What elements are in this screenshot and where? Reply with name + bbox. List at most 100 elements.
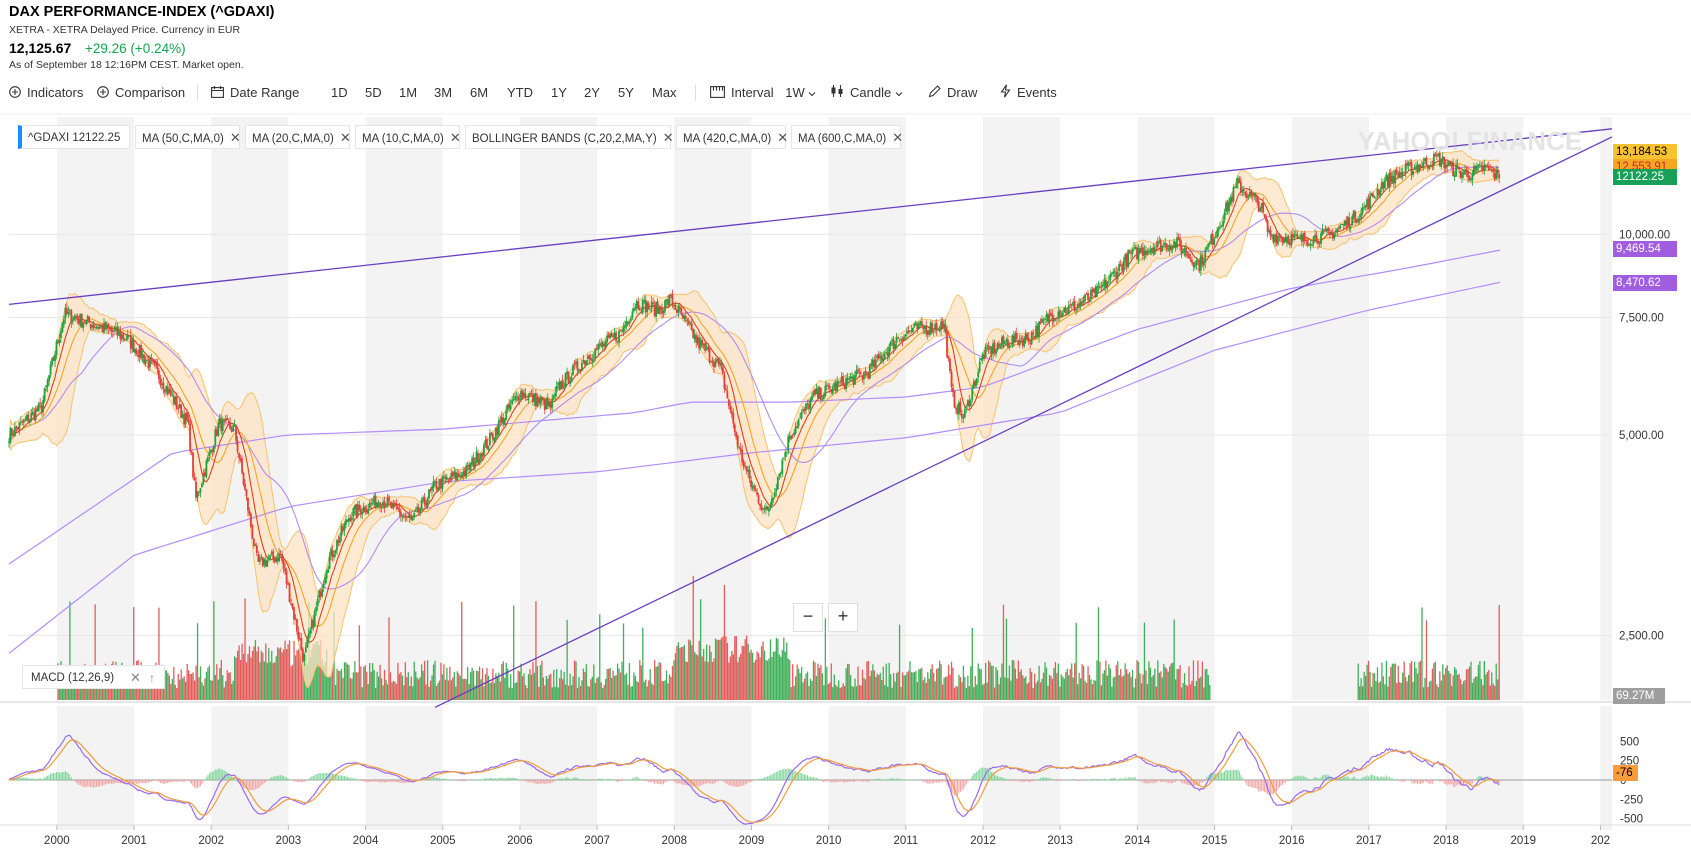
- volume-bar: [677, 642, 680, 700]
- candle-body: [1253, 195, 1256, 197]
- macd-histogram-bar: [1250, 780, 1252, 788]
- volume-bar: [1409, 663, 1411, 700]
- candle-body: [837, 382, 840, 383]
- volume-bar: [250, 657, 252, 700]
- macd-histogram-bar: [1181, 780, 1183, 783]
- macd-histogram-bar: [38, 778, 40, 781]
- close-icon[interactable]: ✕: [229, 130, 241, 145]
- candle-body: [65, 308, 68, 314]
- candle-body: [17, 427, 19, 430]
- candle-body: [766, 506, 769, 511]
- range-3m[interactable]: 3M: [434, 85, 453, 100]
- macd-histogram-bar: [597, 778, 599, 781]
- candle-body: [705, 347, 708, 350]
- chip-ma-600[interactable]: MA (600,C,MA,0) ✕: [791, 125, 904, 149]
- candle-body: [1136, 247, 1138, 259]
- year-band: [1600, 706, 1612, 830]
- comparison-button[interactable]: Comparison: [97, 82, 185, 104]
- volume-bar: [1011, 660, 1014, 700]
- macd-histogram-bar: [973, 773, 975, 781]
- candle-body: [604, 341, 607, 348]
- chip-ma-420[interactable]: MA (420,C,MA,0) ✕: [676, 125, 789, 149]
- volume-bar: [452, 677, 454, 700]
- volume-bar: [165, 670, 168, 700]
- chip-ma-20[interactable]: MA (20,C,MA,0) ✕: [245, 125, 351, 149]
- range-5d[interactable]: 5D: [365, 85, 382, 100]
- volume-bar: [1148, 661, 1150, 700]
- chip-ma-10[interactable]: MA (10,C,MA,0) ✕: [355, 125, 461, 149]
- volume-bar: [92, 678, 95, 700]
- candle-body: [929, 322, 932, 335]
- candle-body: [987, 345, 990, 350]
- volume-bar: [1497, 679, 1499, 700]
- range-max[interactable]: Max: [652, 85, 677, 100]
- macd-histogram-bar: [688, 780, 690, 786]
- range-ytd[interactable]: YTD: [507, 85, 533, 100]
- macd-histogram-bar: [1008, 780, 1010, 781]
- candle-body: [180, 404, 183, 418]
- candle-body: [546, 397, 549, 406]
- volume-bar: [400, 672, 402, 700]
- close-icon[interactable]: ✕: [130, 670, 141, 685]
- zoom-in-button[interactable]: +: [828, 603, 858, 632]
- candle-body: [515, 395, 518, 397]
- macd-histogram-bar: [897, 778, 899, 781]
- close-icon[interactable]: ✕: [777, 130, 789, 145]
- range-5y[interactable]: 5Y: [618, 85, 634, 100]
- chip-ma-50[interactable]: MA (50,C,MA,0) ✕: [135, 125, 241, 149]
- macd-chip[interactable]: MACD (12,26,9) ✕ ↑: [22, 665, 165, 689]
- macd-histogram-bar: [1345, 777, 1347, 781]
- draw-button[interactable]: Draw: [928, 82, 977, 104]
- candle-body: [1170, 246, 1173, 251]
- candle-body: [698, 337, 701, 349]
- volume-bar: [1479, 661, 1481, 700]
- range-1d[interactable]: 1D: [331, 85, 348, 100]
- macd-histogram-bar: [373, 780, 375, 782]
- range-1m[interactable]: 1M: [399, 85, 418, 100]
- close-icon[interactable]: ✕: [449, 130, 461, 145]
- volume-bar: [150, 681, 153, 700]
- macd-histogram-bar: [1032, 780, 1034, 782]
- candle-body: [763, 507, 766, 510]
- candle-body: [757, 495, 760, 504]
- close-icon[interactable]: ✕: [339, 130, 351, 145]
- macd-histogram-bar: [1295, 775, 1297, 781]
- range-2y[interactable]: 2Y: [584, 85, 600, 100]
- date-range-button[interactable]: Date Range: [211, 82, 299, 104]
- volume-bar: [1382, 676, 1385, 700]
- macd-histogram-bar: [1277, 780, 1279, 790]
- zoom-out-button[interactable]: −: [793, 603, 823, 632]
- indicators-button[interactable]: Indicators: [9, 82, 83, 104]
- chip-symbol[interactable]: ^GDAXI 12122.25: [18, 125, 130, 149]
- macd-histogram-bar: [967, 780, 969, 782]
- macd-histogram-bar: [775, 772, 777, 781]
- volume-bar: [296, 650, 298, 700]
- candle-body: [1087, 293, 1089, 300]
- range-1y[interactable]: 1Y: [551, 85, 567, 100]
- macd-histogram-bar: [1412, 780, 1414, 784]
- macd-histogram-bar: [153, 780, 155, 781]
- macd-histogram-bar: [1152, 780, 1154, 784]
- chip-bollinger[interactable]: BOLLINGER BANDS (C,20,2,MA,Y) ✕: [465, 125, 674, 149]
- chart-type-dropdown[interactable]: Candle: [830, 82, 903, 104]
- macd-histogram-bar: [438, 778, 440, 781]
- candle-body: [1493, 173, 1496, 180]
- interval-dropdown[interactable]: Interval 1W: [710, 82, 816, 104]
- volume-bar: [1433, 663, 1435, 700]
- events-button[interactable]: Events: [1000, 82, 1057, 104]
- macd-histogram-bar: [286, 777, 288, 781]
- candle-body: [1219, 226, 1222, 229]
- macd-histogram-bar: [110, 780, 112, 784]
- range-6m[interactable]: 6M: [470, 85, 489, 100]
- volume-bar: [1154, 668, 1156, 700]
- candle-body: [627, 321, 629, 324]
- macd-histogram-bar: [1265, 780, 1267, 793]
- candle-body: [37, 403, 40, 412]
- close-icon[interactable]: ✕: [662, 130, 674, 145]
- volume-bar: [461, 601, 463, 700]
- close-icon[interactable]: ✕: [892, 130, 904, 145]
- arrow-up-icon[interactable]: ↑: [149, 671, 155, 685]
- year-band: [1600, 117, 1612, 700]
- candle-body: [864, 371, 867, 373]
